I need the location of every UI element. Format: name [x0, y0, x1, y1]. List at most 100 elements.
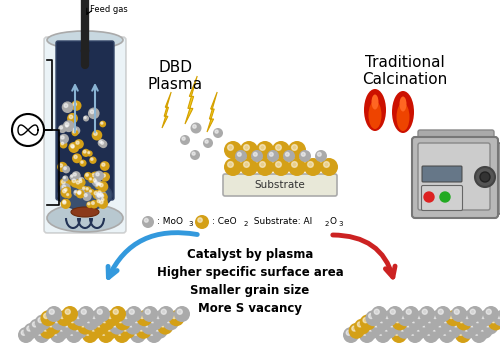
Circle shape: [73, 131, 75, 133]
Circle shape: [129, 309, 134, 314]
Circle shape: [244, 145, 250, 150]
Circle shape: [62, 120, 74, 132]
Circle shape: [480, 313, 486, 318]
Circle shape: [34, 327, 50, 343]
Circle shape: [62, 201, 66, 204]
Circle shape: [304, 158, 322, 176]
Circle shape: [440, 315, 456, 330]
Circle shape: [101, 142, 103, 144]
Circle shape: [74, 191, 76, 193]
Circle shape: [70, 177, 81, 188]
Circle shape: [112, 322, 117, 327]
Circle shape: [308, 162, 314, 167]
Circle shape: [460, 323, 476, 339]
Circle shape: [94, 192, 98, 195]
Polygon shape: [162, 92, 171, 128]
Ellipse shape: [364, 89, 386, 131]
Circle shape: [272, 158, 290, 176]
Circle shape: [442, 330, 448, 335]
Circle shape: [86, 201, 93, 208]
Circle shape: [491, 318, 496, 323]
Circle shape: [362, 330, 368, 335]
Circle shape: [65, 122, 69, 126]
Circle shape: [64, 176, 66, 179]
Circle shape: [134, 318, 139, 323]
Circle shape: [235, 150, 247, 162]
Circle shape: [394, 330, 400, 335]
Circle shape: [424, 192, 434, 202]
Circle shape: [97, 309, 102, 314]
Circle shape: [78, 179, 86, 186]
Circle shape: [70, 318, 75, 323]
Circle shape: [359, 327, 375, 343]
Circle shape: [459, 318, 464, 323]
Circle shape: [149, 330, 154, 335]
Circle shape: [66, 192, 72, 199]
Circle shape: [62, 101, 74, 113]
Circle shape: [406, 322, 410, 327]
Circle shape: [72, 145, 74, 148]
Circle shape: [45, 319, 61, 335]
Circle shape: [64, 124, 71, 130]
Circle shape: [46, 306, 62, 322]
Circle shape: [94, 170, 104, 181]
Circle shape: [88, 189, 94, 195]
Circle shape: [74, 173, 76, 176]
Circle shape: [74, 179, 85, 189]
Circle shape: [318, 152, 321, 156]
Circle shape: [94, 132, 97, 135]
Circle shape: [69, 115, 72, 119]
Circle shape: [434, 319, 450, 335]
Circle shape: [448, 313, 454, 318]
Circle shape: [260, 145, 266, 150]
Circle shape: [101, 330, 106, 335]
Circle shape: [152, 310, 168, 326]
Circle shape: [82, 327, 98, 343]
Circle shape: [360, 315, 376, 330]
Circle shape: [195, 215, 209, 229]
Circle shape: [98, 198, 108, 209]
Circle shape: [97, 193, 100, 196]
Circle shape: [102, 318, 107, 323]
Circle shape: [240, 158, 258, 176]
Circle shape: [157, 319, 173, 335]
Circle shape: [118, 318, 123, 323]
Circle shape: [86, 150, 92, 157]
Circle shape: [96, 181, 102, 188]
Circle shape: [40, 310, 56, 326]
Circle shape: [387, 306, 403, 322]
Circle shape: [99, 315, 115, 330]
Circle shape: [177, 309, 182, 314]
Circle shape: [376, 315, 392, 330]
Circle shape: [100, 161, 110, 171]
Circle shape: [288, 141, 306, 159]
Circle shape: [90, 172, 101, 183]
Circle shape: [408, 315, 424, 330]
Circle shape: [402, 319, 418, 335]
Circle shape: [62, 189, 66, 193]
Circle shape: [172, 313, 176, 318]
Circle shape: [82, 192, 92, 201]
Text: Higher specific surface area: Higher specific surface area: [156, 266, 344, 279]
Circle shape: [142, 306, 158, 322]
Circle shape: [107, 326, 112, 331]
Circle shape: [464, 326, 469, 331]
Circle shape: [62, 185, 66, 189]
Circle shape: [81, 309, 86, 314]
Circle shape: [70, 144, 74, 148]
Ellipse shape: [396, 103, 409, 131]
Circle shape: [115, 315, 131, 330]
Circle shape: [120, 310, 136, 326]
Circle shape: [84, 172, 92, 180]
Circle shape: [81, 161, 83, 163]
Text: Substrate: Substrate: [254, 180, 306, 190]
Circle shape: [412, 323, 428, 339]
Circle shape: [82, 149, 90, 157]
Circle shape: [124, 313, 128, 318]
FancyBboxPatch shape: [418, 143, 490, 210]
Circle shape: [182, 137, 185, 140]
Text: O: O: [329, 217, 336, 227]
Circle shape: [398, 310, 413, 326]
Circle shape: [78, 306, 94, 322]
Circle shape: [374, 309, 380, 314]
